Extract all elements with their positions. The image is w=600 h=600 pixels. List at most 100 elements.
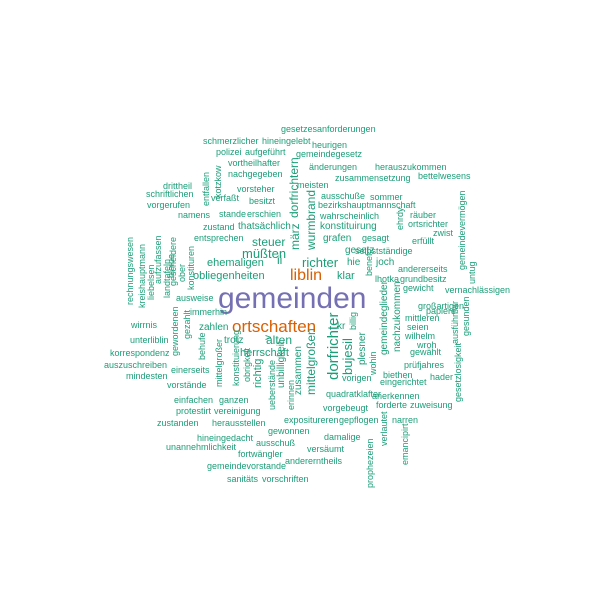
word: ausschuße bbox=[321, 191, 366, 201]
word: ehrdy bbox=[395, 207, 405, 230]
word: andererseits bbox=[398, 264, 448, 274]
word: aufgeführt bbox=[245, 147, 286, 157]
word: drittheil bbox=[163, 181, 193, 191]
word: erinnen bbox=[286, 379, 296, 410]
word: wirrnis bbox=[131, 320, 157, 330]
word: obliegenheiten bbox=[193, 270, 265, 282]
word: prophezeien bbox=[365, 438, 375, 488]
word: namens bbox=[178, 210, 211, 220]
word: gemeindevorstande bbox=[207, 461, 287, 471]
word: rechnungswesen bbox=[125, 236, 135, 305]
word: grundbesitz bbox=[400, 274, 447, 284]
word: meisten bbox=[297, 180, 329, 190]
word: verlautet bbox=[379, 411, 389, 446]
word: mittelgroßen bbox=[304, 328, 318, 395]
word: dorfrichtern bbox=[287, 157, 301, 218]
word: gewicht bbox=[403, 283, 434, 293]
word: einfachen bbox=[174, 395, 214, 405]
word: vortheilhafter bbox=[228, 158, 281, 168]
word: änderungen bbox=[309, 162, 358, 172]
word: lhotka bbox=[375, 274, 400, 284]
word: hineingedacht bbox=[197, 433, 254, 443]
word: erschien bbox=[247, 209, 282, 219]
word: quadratklafter bbox=[326, 389, 382, 399]
word: vorsteher bbox=[237, 184, 275, 194]
word: märz bbox=[288, 223, 302, 250]
word: ehemaligen bbox=[207, 257, 264, 269]
word: prüfjahres bbox=[404, 360, 445, 370]
word: ueberstände bbox=[267, 359, 277, 410]
word: müßten bbox=[242, 246, 287, 261]
word: ortsrichter bbox=[408, 219, 449, 229]
word: thatsächlich bbox=[238, 221, 291, 232]
word: selbstständige bbox=[355, 246, 413, 256]
word: nachzukommen bbox=[392, 281, 403, 352]
word: emancipirt bbox=[400, 423, 410, 465]
word: anerkennen bbox=[372, 391, 420, 401]
word: herauszukommen bbox=[375, 162, 447, 172]
word: grafen bbox=[323, 233, 352, 244]
word: zuweisung bbox=[410, 400, 453, 410]
word: ii bbox=[277, 253, 283, 267]
word: nachgegeben bbox=[228, 169, 283, 179]
word: benef bbox=[364, 253, 374, 276]
word: protestirt bbox=[176, 406, 212, 416]
word: gewordenen bbox=[170, 306, 180, 356]
word: heurigen bbox=[312, 140, 348, 150]
word: konstituirung bbox=[320, 221, 377, 232]
word: vorschriften bbox=[262, 474, 309, 484]
word: bleibe bbox=[166, 253, 176, 278]
word: gesetzlosigkeit bbox=[453, 342, 463, 402]
word: gewonnen bbox=[268, 426, 310, 436]
word: expositureren bbox=[284, 415, 339, 425]
word: kr bbox=[337, 321, 346, 332]
word: versäumt bbox=[307, 444, 345, 454]
word: richtig bbox=[252, 358, 264, 388]
word: vorgerufen bbox=[147, 200, 191, 210]
word: billig bbox=[348, 311, 358, 330]
word: hader bbox=[430, 372, 454, 382]
word: joch bbox=[376, 257, 395, 268]
word: zahlen bbox=[199, 322, 229, 333]
word: ausweise bbox=[176, 293, 214, 303]
word: zwist bbox=[433, 228, 453, 238]
word: gemeindegesetz bbox=[296, 149, 363, 159]
word: dorfrichter bbox=[325, 312, 342, 380]
word: entsprechen bbox=[194, 233, 244, 243]
word: gemeindevermögen bbox=[457, 190, 467, 270]
word: zustand bbox=[203, 222, 235, 232]
word: alten bbox=[266, 333, 293, 347]
word: zustanden bbox=[157, 418, 199, 428]
word: gesunden bbox=[461, 296, 471, 336]
word: andererntheils bbox=[285, 456, 343, 466]
word: mittleren bbox=[405, 313, 440, 323]
word: sommer bbox=[370, 192, 403, 202]
word: behufe bbox=[197, 332, 207, 360]
word: trotz bbox=[224, 335, 244, 346]
word: liblin bbox=[290, 267, 323, 284]
word: ganzen bbox=[219, 395, 249, 405]
word: konstituren bbox=[186, 245, 196, 290]
word: gesetzesanforderungen bbox=[281, 124, 376, 134]
word: besitzt bbox=[249, 196, 276, 206]
word: plesner bbox=[357, 332, 368, 365]
word: sanitäts bbox=[227, 474, 259, 484]
word: herausstellen bbox=[212, 418, 266, 428]
word: hineingelebt bbox=[262, 136, 311, 146]
word: obrigkeit bbox=[242, 347, 252, 382]
word: wilhelm bbox=[405, 331, 436, 341]
word: einerseits bbox=[171, 365, 210, 375]
word: auszuschreiben bbox=[104, 360, 168, 370]
word: unannehmlichkeit bbox=[166, 442, 237, 452]
word: ober bbox=[177, 263, 187, 282]
word: wroh bbox=[417, 340, 437, 350]
word: entfallen bbox=[201, 171, 211, 206]
word: v bbox=[263, 335, 274, 340]
word: herrschaft bbox=[240, 347, 289, 359]
word: ausschuß bbox=[256, 438, 296, 448]
word: vernachlässigen bbox=[445, 285, 511, 295]
word: gesagt bbox=[362, 233, 390, 243]
word: gezahlt bbox=[182, 309, 192, 339]
word: unterliblin bbox=[130, 335, 169, 345]
